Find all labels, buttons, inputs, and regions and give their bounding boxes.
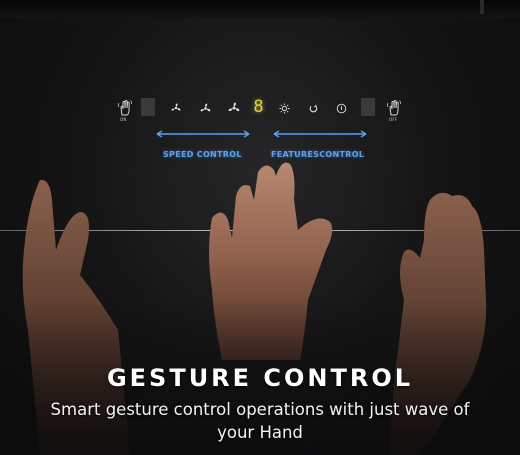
off-label: OFF bbox=[389, 117, 398, 122]
sensor-pad-left[interactable] bbox=[141, 98, 155, 116]
fan-speed-2-icon bbox=[200, 103, 211, 111]
fan-speed-2-button[interactable] bbox=[199, 96, 212, 120]
timer-icon bbox=[309, 104, 318, 112]
hand-wave-icon bbox=[387, 100, 401, 116]
hood-seam bbox=[480, 0, 484, 14]
light-icon bbox=[279, 103, 289, 113]
hand-wave-icon bbox=[118, 100, 132, 116]
power-icon bbox=[336, 103, 346, 113]
gesture-off-button[interactable] bbox=[386, 96, 402, 120]
features-double-arrow bbox=[273, 130, 367, 138]
power-button[interactable] bbox=[335, 96, 347, 120]
headline-title: GESTURE CONTROL bbox=[106, 364, 414, 392]
features-control-label: FEATURESCONTROL bbox=[271, 150, 365, 159]
gesture-on-button[interactable] bbox=[117, 96, 133, 120]
speed-display: 8 bbox=[253, 97, 264, 117]
sensor-pad-right[interactable] bbox=[361, 98, 375, 116]
light-button[interactable] bbox=[278, 96, 290, 120]
hood-top-edge bbox=[0, 0, 520, 18]
headline-subtitle: Smart gesture control operations with ju… bbox=[50, 400, 470, 442]
speed-control-label: SPEED CONTROL bbox=[163, 150, 242, 159]
fan-speed-3-icon bbox=[228, 102, 240, 112]
speed-double-arrow bbox=[156, 130, 250, 138]
fan-speed-1-icon bbox=[171, 103, 181, 111]
fan-speed-3-button[interactable] bbox=[227, 96, 241, 120]
control-strip: ON 8 bbox=[0, 96, 520, 126]
fan-speed-1-button[interactable] bbox=[170, 96, 182, 120]
timer-button[interactable] bbox=[308, 96, 319, 120]
on-label: ON bbox=[120, 117, 127, 122]
